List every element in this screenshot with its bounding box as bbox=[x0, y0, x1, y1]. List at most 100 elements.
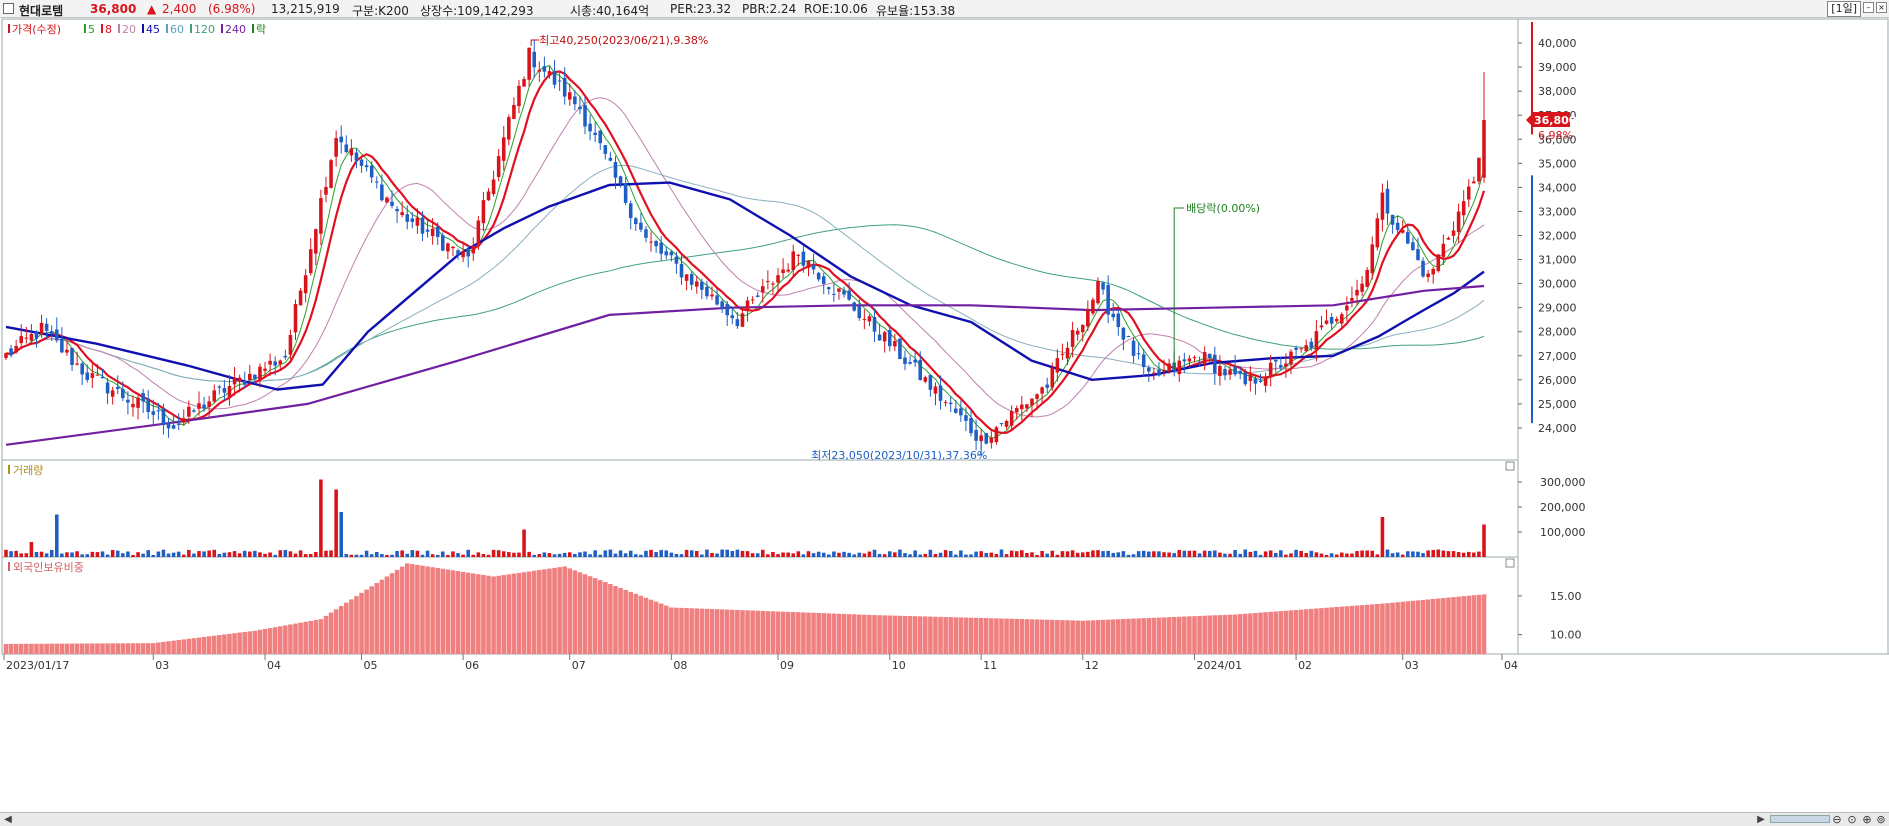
volume-bar bbox=[837, 552, 841, 557]
foreign-bar bbox=[298, 622, 303, 654]
x-tick-label: 03 bbox=[155, 659, 169, 672]
candle-body bbox=[689, 273, 694, 285]
scroll-right-icon[interactable]: ▶ bbox=[1757, 814, 1765, 825]
volume-bar bbox=[532, 554, 536, 557]
foreign-bar bbox=[1080, 620, 1086, 654]
volume-bar bbox=[1289, 553, 1293, 557]
candle-body bbox=[1390, 214, 1395, 225]
volume-bar bbox=[811, 553, 816, 557]
volume-bar bbox=[263, 553, 267, 557]
foreign-bar bbox=[1303, 609, 1309, 654]
candle-body bbox=[1131, 340, 1136, 356]
scroll-left-icon[interactable]: ◀ bbox=[4, 814, 12, 825]
volume-bar bbox=[776, 554, 780, 557]
volume-bar bbox=[664, 550, 669, 557]
foreign-bar bbox=[1456, 596, 1461, 654]
volume-bar bbox=[578, 552, 582, 557]
volume-bar bbox=[887, 551, 892, 557]
candle-body bbox=[1009, 411, 1014, 426]
candle-body bbox=[994, 427, 999, 443]
volume-bar bbox=[522, 529, 526, 557]
candle-body bbox=[887, 330, 892, 347]
period-selector[interactable]: [1일] bbox=[1827, 1, 1861, 17]
foreign-bar bbox=[1242, 613, 1248, 654]
volume-bar bbox=[923, 553, 928, 557]
foreign-bar bbox=[1344, 606, 1350, 654]
candle-body bbox=[1248, 375, 1253, 381]
candle-body bbox=[1014, 408, 1019, 413]
foreign-bar bbox=[846, 614, 852, 654]
candle-body bbox=[740, 313, 745, 327]
foreign-bar bbox=[90, 643, 95, 654]
legend-item-label: 5 bbox=[88, 23, 95, 36]
x-tick-label: 04 bbox=[267, 659, 281, 672]
scroll-thumb[interactable] bbox=[1770, 815, 1830, 823]
candle-body bbox=[171, 425, 176, 429]
volume-bar bbox=[801, 554, 806, 557]
candle-body bbox=[60, 338, 64, 353]
volume-bar bbox=[344, 553, 349, 557]
foreign-bar bbox=[958, 617, 964, 654]
volume-bar bbox=[725, 549, 730, 557]
volume-bar bbox=[1299, 550, 1303, 557]
volume-bar bbox=[1086, 551, 1090, 557]
minimize-icon[interactable]: – bbox=[1863, 2, 1874, 13]
foreign-bar bbox=[1314, 608, 1319, 654]
foreign-bar bbox=[1019, 619, 1025, 654]
foreign-bar bbox=[1481, 594, 1487, 654]
foreign-bar bbox=[1451, 597, 1456, 654]
foreign-bar bbox=[521, 572, 527, 654]
candle-body bbox=[273, 361, 277, 366]
candle-body bbox=[908, 362, 912, 364]
close-icon[interactable]: × bbox=[1876, 2, 1887, 13]
volume-bar bbox=[537, 554, 542, 557]
candle-body bbox=[1243, 372, 1248, 385]
candle-body bbox=[1309, 341, 1314, 348]
volume-bar bbox=[623, 553, 628, 557]
volume-bar bbox=[1141, 550, 1146, 557]
foreign-bar bbox=[745, 610, 750, 654]
price-tick-label: 25,000 bbox=[1538, 398, 1577, 411]
volume-bar bbox=[1080, 552, 1085, 557]
foreign-bar bbox=[349, 599, 354, 654]
foreign-bar bbox=[572, 570, 578, 654]
foreign-bar bbox=[669, 607, 674, 654]
zoom-fit-icon[interactable]: ⊚ bbox=[1876, 813, 1886, 826]
foreign-legend: 외국인보유비중 bbox=[13, 561, 84, 574]
candle-body bbox=[832, 293, 836, 295]
foreign-bar bbox=[1166, 617, 1172, 654]
zoom-in-icon[interactable]: ⊕ bbox=[1862, 813, 1872, 826]
volume-bar bbox=[872, 549, 877, 557]
x-tick-label: 11 bbox=[983, 659, 997, 672]
zoom-reset-icon[interactable]: ⊙ bbox=[1847, 813, 1857, 826]
candle-body bbox=[1060, 353, 1065, 355]
candle-body bbox=[334, 138, 338, 157]
volume-bar bbox=[567, 552, 572, 557]
foreign-bar bbox=[69, 643, 75, 654]
select-checkbox[interactable] bbox=[3, 3, 14, 14]
candle-body bbox=[121, 389, 125, 399]
foreign-bar bbox=[719, 609, 725, 654]
zoom-out-icon[interactable]: ⊖ bbox=[1832, 813, 1842, 826]
volume-bar bbox=[1040, 551, 1044, 557]
volume-bar bbox=[227, 552, 232, 557]
foreign-bar bbox=[283, 625, 288, 654]
candle-body bbox=[1273, 359, 1278, 362]
foreign-bar bbox=[603, 582, 608, 654]
foreign-bar bbox=[1034, 619, 1040, 654]
foreign-bar bbox=[18, 643, 24, 654]
volume-bar bbox=[39, 551, 44, 557]
foreign-bar bbox=[547, 568, 552, 654]
foreign-bar bbox=[1273, 611, 1279, 654]
volume-bar bbox=[75, 551, 79, 557]
candle-body bbox=[588, 123, 592, 132]
roe-value: ROE:10.06 bbox=[804, 2, 868, 16]
candle-body bbox=[608, 157, 613, 161]
candle-body bbox=[1106, 284, 1110, 315]
volume-bar bbox=[1157, 551, 1161, 557]
candle-body bbox=[923, 377, 928, 382]
chart-scrollbar[interactable]: ◀ ▶ ⊖ ⊙ ⊕ ⊚ bbox=[0, 812, 1889, 826]
foreign-bar bbox=[1176, 616, 1182, 654]
